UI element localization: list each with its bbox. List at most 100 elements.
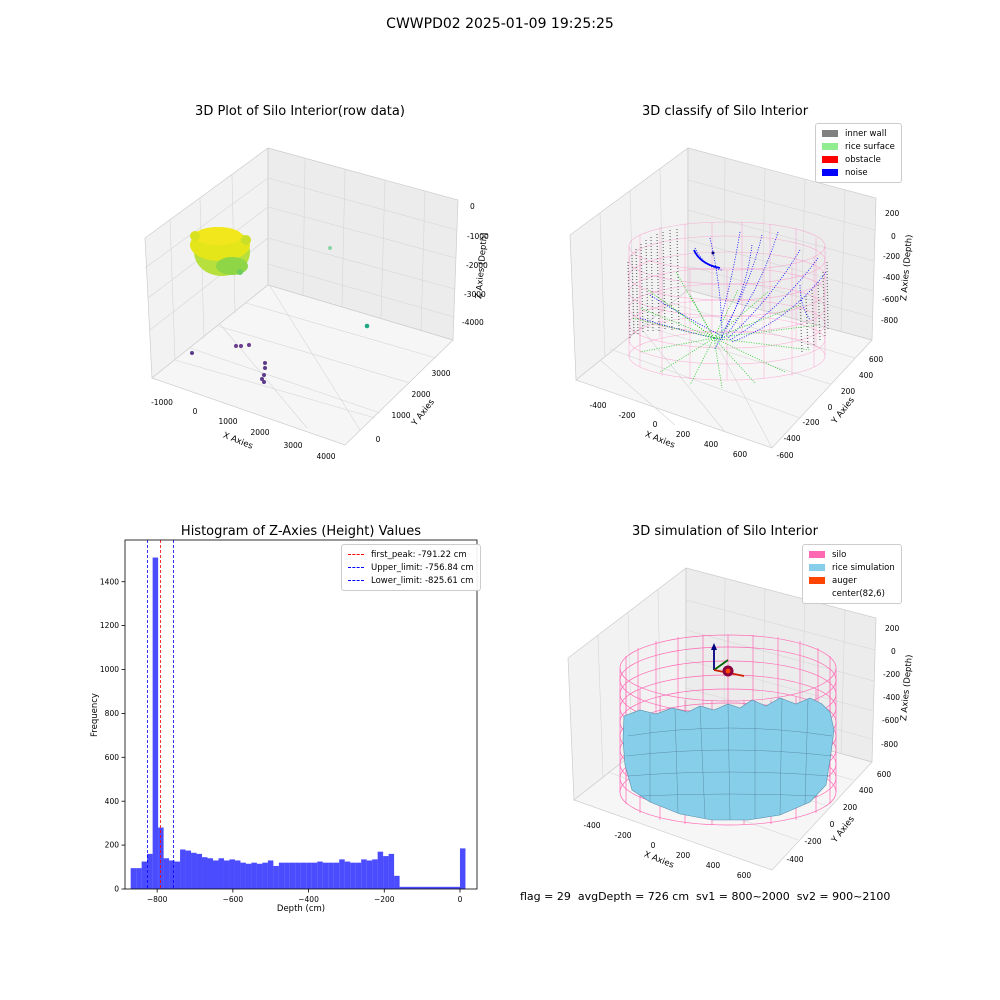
histogram-bar xyxy=(213,860,219,889)
raw-data-point xyxy=(262,373,266,377)
histogram-bar xyxy=(317,861,323,889)
histogram-bar xyxy=(459,848,466,889)
histogram-bar xyxy=(306,862,312,889)
histogram-frame xyxy=(124,539,478,890)
histogram-bar xyxy=(289,862,296,889)
histogram-bar xyxy=(174,861,181,889)
simulation-x-tick: -200 xyxy=(614,831,631,840)
histogram-bar xyxy=(207,858,213,889)
histogram-bar xyxy=(147,853,153,889)
simulation-y-tick: 400 xyxy=(859,786,874,795)
legend-item: obstacle xyxy=(822,153,895,166)
histogram-bar xyxy=(191,852,197,889)
raw-data-point xyxy=(234,344,238,348)
noise-point xyxy=(711,251,715,255)
histogram-bar xyxy=(366,860,373,889)
classify-y-tick: 400 xyxy=(859,371,874,380)
histogram-bar xyxy=(361,859,367,889)
histogram-chart: −800 −600 −400 −200 0 0 200 400 600 800 1000 1200 1… xyxy=(90,539,478,914)
histogram-bar xyxy=(394,875,400,889)
y-tick-label: 400 xyxy=(105,797,120,806)
simulation-3d-axis-ticks: -400 -200 0 200 400 600 X Axies 600 400 … xyxy=(583,624,914,880)
histogram-y-label: Frequency xyxy=(90,693,100,737)
classify-z-label: Z Axies (Depth) xyxy=(899,234,915,301)
classify-3d-gridlines xyxy=(599,157,876,449)
raw-3d-panes xyxy=(144,147,459,446)
simulation-z-tick: -600 xyxy=(882,716,899,725)
simulation-y-tick: 200 xyxy=(843,803,858,812)
legend-item: center(82,6) xyxy=(809,587,895,600)
simulation-plot-title: 3D simulation of Silo Interior xyxy=(632,524,818,539)
lower-limit-swatch xyxy=(348,580,364,581)
histogram-bar xyxy=(300,862,307,889)
simulation-y-tick: -200 xyxy=(804,837,821,846)
x-tick-label: 0 xyxy=(458,895,463,904)
raw-z-tick: -2000 xyxy=(466,261,488,270)
y-tick-label: 600 xyxy=(105,753,120,762)
simulation-y-tick: 600 xyxy=(877,770,892,779)
noise-swatch xyxy=(822,169,838,176)
classify-z-tick: -600 xyxy=(882,295,899,304)
histogram-bar xyxy=(169,860,175,889)
classify-z-tick: 0 xyxy=(891,232,896,241)
histogram-bar xyxy=(333,862,340,889)
classify-3d-plot: -400 -200 0 200 400 600 X Axies 600 400 … xyxy=(569,147,915,460)
raw-y-tick: 1000 xyxy=(391,411,410,420)
histogram-bar xyxy=(355,862,362,889)
classify-y-label: Y Axies xyxy=(829,395,857,427)
classify-y-tick: -200 xyxy=(802,418,819,427)
legend-item: auger xyxy=(809,574,895,587)
noise-points xyxy=(639,231,827,351)
raw-data-point xyxy=(190,351,194,355)
classify-z-tick: 200 xyxy=(885,209,900,218)
raw-data-point xyxy=(263,366,267,370)
histogram-bar xyxy=(180,849,186,889)
auger-swatch xyxy=(809,577,825,584)
raw-x-tick: 2000 xyxy=(250,428,269,437)
legend-item: rice simulation xyxy=(809,561,895,574)
simulation-z-tick: 200 xyxy=(885,624,900,633)
simulation-x-tick: 400 xyxy=(706,861,721,870)
histogram-bar xyxy=(416,886,422,889)
y-tick-label: 1400 xyxy=(100,577,119,586)
simulation-z-tick: 0 xyxy=(891,647,896,656)
histogram-bar xyxy=(388,853,395,889)
simulation-x-tick: 200 xyxy=(676,851,691,860)
histogram-y-ticks: 0 200 400 600 800 1000 1200 1400 xyxy=(100,577,125,894)
legend-item: inner wall xyxy=(822,127,895,140)
classify-z-tick: -400 xyxy=(883,273,900,282)
histogram-x-ticks: −800 −600 −400 −200 0 xyxy=(147,889,463,904)
histogram-bar xyxy=(130,868,137,889)
raw-data-point xyxy=(239,344,243,348)
simulation-z-tick: -800 xyxy=(881,740,898,749)
noise-arc xyxy=(693,249,721,269)
raw-x-tick: 4000 xyxy=(316,452,335,461)
classify-y-tick: -600 xyxy=(776,451,793,460)
classify-z-tick: -200 xyxy=(883,252,900,261)
classify-plot-title: 3D classify of Silo Interior xyxy=(641,104,809,119)
classify-y-tick: 200 xyxy=(841,387,856,396)
y-tick-label: 0 xyxy=(114,885,119,894)
legend-item: first_peak: -791.22 cm xyxy=(348,548,474,561)
histogram-bar xyxy=(372,859,378,889)
legend-item: Lower_limit: -825.61 cm xyxy=(348,574,474,587)
histogram-title: Histogram of Z-Axies (Height) Values xyxy=(180,524,422,539)
histogram-bar xyxy=(454,886,460,889)
histogram-bar xyxy=(196,853,203,889)
histogram-bar xyxy=(185,850,192,889)
figure-title: CWWPD02 2025-01-09 19:25:25 xyxy=(386,16,614,32)
upper-limit-swatch xyxy=(348,567,364,568)
y-tick-label: 1200 xyxy=(100,621,119,630)
histogram-bar xyxy=(328,862,334,889)
silo-swatch xyxy=(809,551,825,558)
raw-x-tick: 3000 xyxy=(283,441,302,450)
histogram-bar xyxy=(229,859,235,889)
histogram-bar xyxy=(427,886,433,889)
raw-y-tick: 0 xyxy=(376,435,381,444)
legend-item: Upper_limit: -756.84 cm xyxy=(348,561,474,574)
y-tick-label: 800 xyxy=(105,709,120,718)
raw-data-point xyxy=(262,380,266,384)
auger-and-axes-marker xyxy=(711,643,745,677)
simulation-z-tick: -200 xyxy=(883,670,900,679)
raw-y-label: Y Axies xyxy=(409,397,437,429)
